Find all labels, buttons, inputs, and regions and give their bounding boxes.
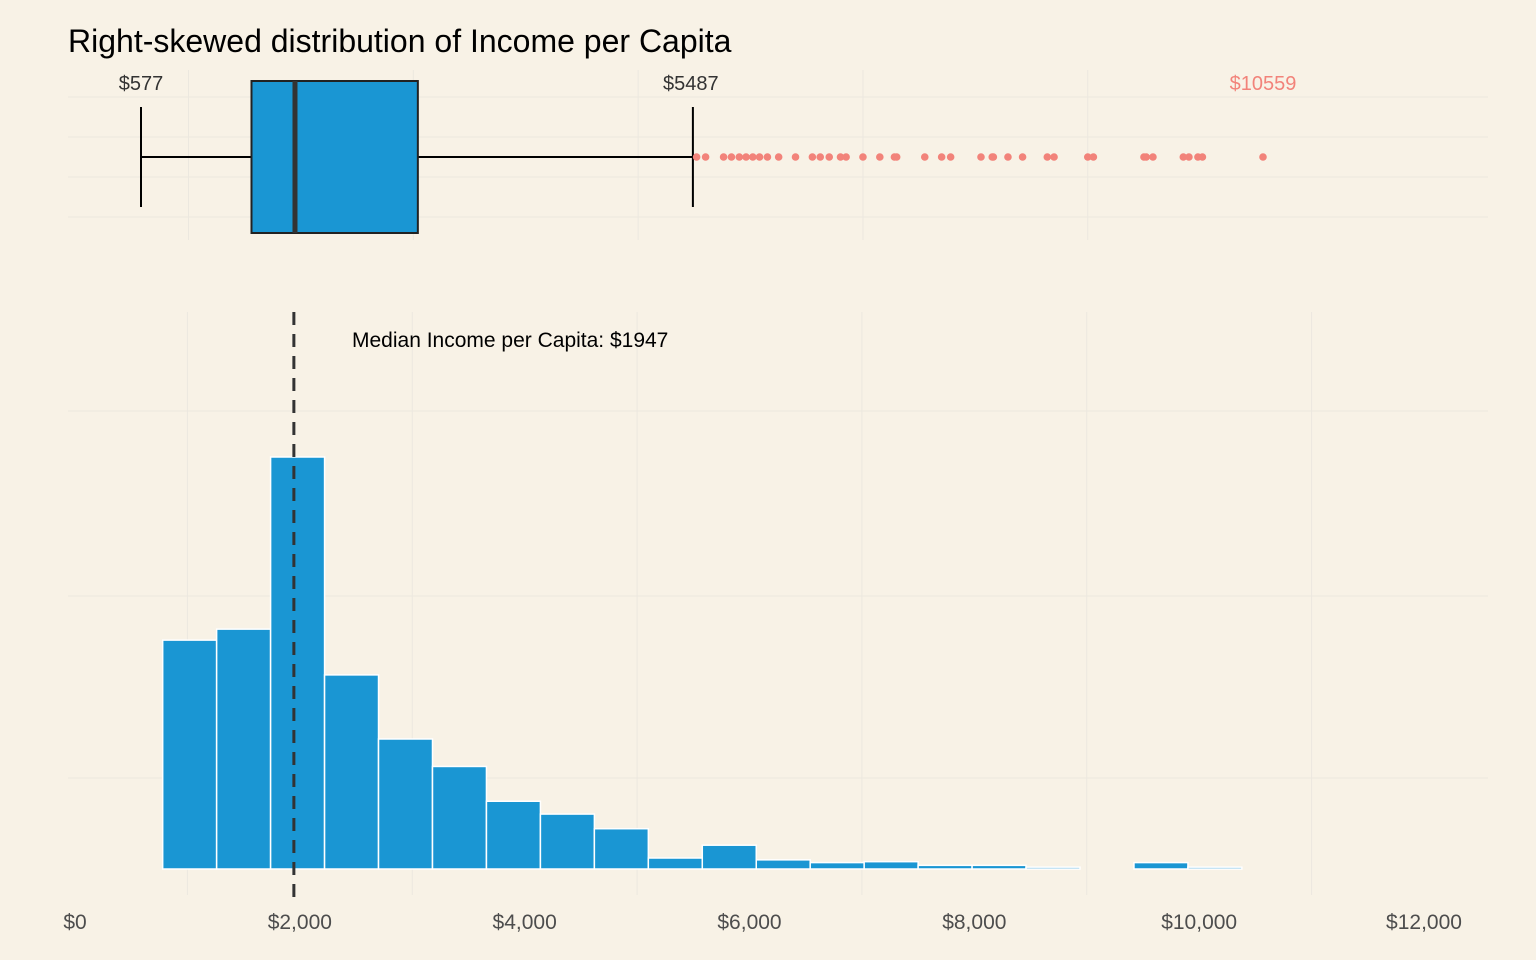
histogram-bar (431, 765, 488, 870)
outlier-point (1142, 153, 1151, 161)
outlier-point (816, 153, 825, 161)
boxplot-outliers (692, 153, 1267, 161)
outlier-point (1198, 153, 1207, 161)
outlier-point (701, 153, 710, 161)
histogram-bar (269, 456, 326, 870)
outlier-point (892, 153, 901, 161)
outlier-point (735, 153, 744, 161)
outlier-point (977, 153, 985, 161)
histogram-panel: Median Income per Capita: $1947 $0 $2,000… (63, 312, 1488, 934)
outlier-point (1004, 153, 1012, 161)
histogram-bar (539, 813, 596, 870)
whisker-high-label: $5487 (663, 73, 719, 95)
outlier-point (1259, 153, 1267, 161)
x-tick-label: $2,000 (268, 911, 332, 934)
histogram-bar (755, 859, 811, 870)
x-tick-label: $8,000 (942, 911, 1006, 934)
histogram-bar (701, 844, 757, 870)
x-tick-label: $6,000 (717, 911, 781, 934)
outlier-point (742, 153, 750, 161)
histogram-bar (863, 860, 919, 870)
histogram-bar (1133, 861, 1189, 870)
outlier-point (937, 153, 946, 161)
outlier-point (920, 153, 929, 161)
histogram-bar (1187, 866, 1243, 870)
outlier-point (719, 153, 728, 161)
outlier-point (1083, 153, 1092, 161)
median-annotation: Median Income per Capita: $1947 (352, 329, 668, 352)
histogram-bars (161, 456, 1243, 870)
histogram-gridlines (68, 312, 1488, 895)
chart-title: Right-skewed distribution of Income per … (68, 23, 732, 59)
max-outlier-label: $10559 (1230, 73, 1297, 95)
outlier-point (946, 153, 955, 161)
histogram-bar (161, 639, 218, 870)
histogram-bar (647, 857, 704, 870)
histogram-bar (917, 864, 973, 870)
x-tick-label: $4,000 (493, 911, 557, 934)
outlier-point (1043, 153, 1052, 161)
histogram-bar (215, 628, 272, 870)
x-tick-label: $12,000 (1386, 911, 1462, 934)
outlier-point (763, 153, 772, 161)
outlier-point (842, 153, 850, 161)
outlier-point (692, 153, 701, 161)
histogram-bar (1025, 866, 1081, 870)
histogram-bar (377, 738, 434, 870)
histogram-bar (809, 861, 865, 870)
outlier-point (1018, 153, 1027, 161)
box-iqr (250, 80, 419, 234)
histogram-bar (323, 674, 380, 870)
outlier-point (1185, 153, 1193, 161)
outlier-point (791, 153, 800, 161)
outlier-point (774, 153, 783, 161)
outlier-point (836, 153, 845, 161)
outlier-point (727, 153, 736, 161)
outlier-point (1179, 153, 1188, 161)
histogram-bar (971, 864, 1027, 870)
outlier-point (859, 153, 867, 161)
outlier-point (749, 153, 757, 161)
x-tick-label: $0 (63, 911, 86, 934)
outlier-point (989, 153, 998, 161)
outlier-point (876, 153, 884, 161)
boxplot-panel: $577 $5487 $10559 (68, 70, 1488, 240)
x-tick-label: $10,000 (1161, 911, 1237, 934)
outlier-point (1149, 153, 1157, 161)
histogram-bar (485, 800, 542, 870)
x-axis-tick-labels: $0 $2,000 $4,000 $6,000 $8,000 $10,000 $12,000 (63, 911, 1462, 934)
outlier-point (825, 153, 834, 161)
whisker-low-label: $577 (119, 73, 164, 95)
outlier-point (808, 153, 817, 161)
outlier-point (1050, 153, 1058, 161)
outlier-point (1089, 153, 1098, 161)
boxplot (140, 80, 694, 234)
histogram-bar (593, 827, 650, 870)
outlier-point (755, 153, 764, 161)
